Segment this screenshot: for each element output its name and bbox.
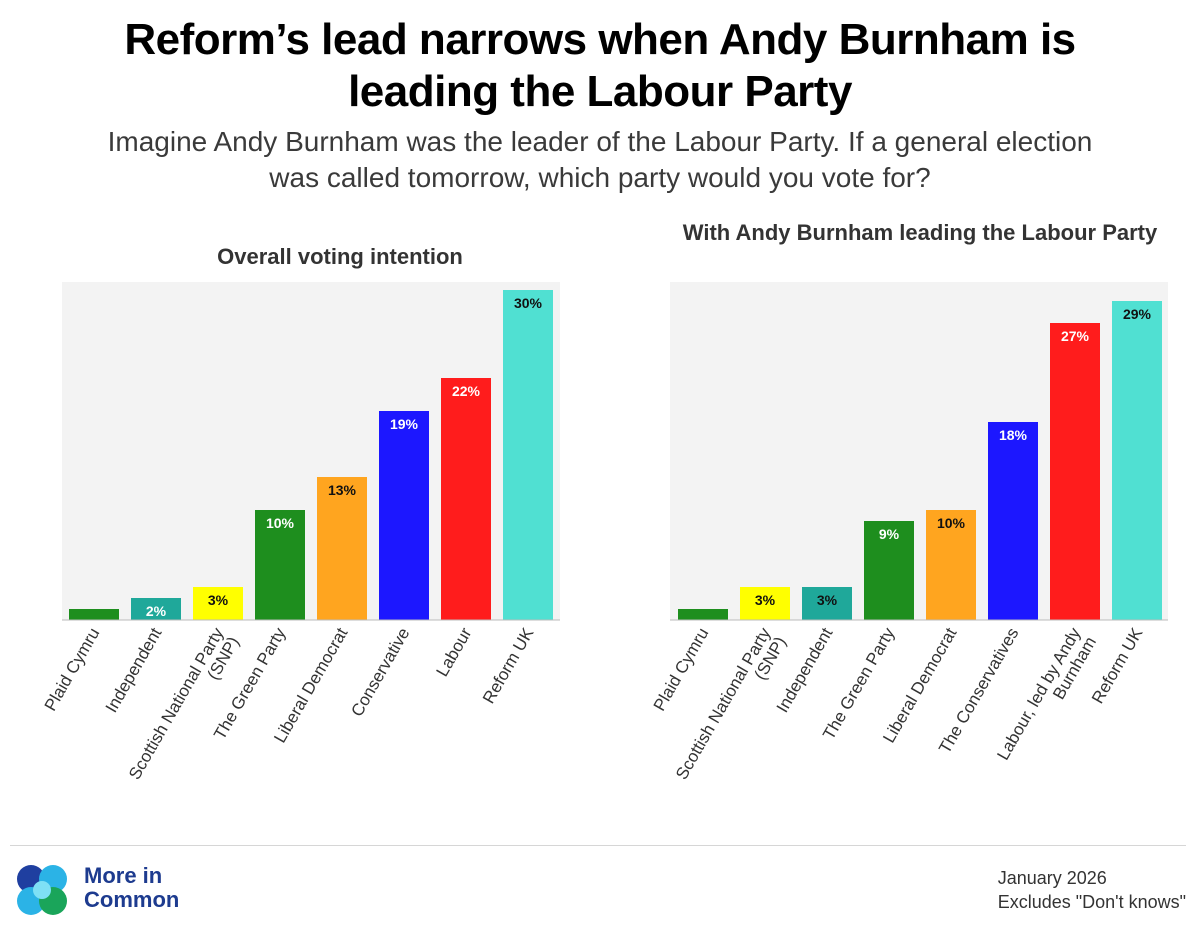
footer-notes: January 2026 Excludes "Don't knows"	[998, 866, 1186, 914]
data-label: 3%	[817, 592, 838, 608]
data-label: 30%	[514, 295, 543, 311]
bar	[802, 587, 852, 620]
x-tick-label: Independent	[102, 624, 166, 716]
bar	[740, 587, 790, 620]
brand-line-1: More in	[84, 863, 163, 888]
title-line-1: Reform’s lead narrows when Andy Burnham …	[124, 15, 1076, 64]
excludes-note: Excludes "Don't knows"	[997, 892, 1186, 912]
bar	[69, 609, 119, 620]
bar	[255, 510, 305, 620]
subtitle-line-2: was called tomorrow, which party would y…	[269, 162, 931, 193]
page-subtitle: Imagine Andy Burnham was the leader of t…	[20, 124, 1180, 196]
bar	[131, 598, 181, 620]
x-tick-label: Reform UK	[1088, 624, 1147, 707]
data-label: 18%	[999, 427, 1028, 443]
data-label: 22%	[452, 383, 481, 399]
x-tick-label: Conservative	[347, 625, 413, 720]
x-tick-label: Plaid Cymru	[41, 625, 104, 715]
bar	[503, 290, 553, 620]
data-label: 10%	[937, 515, 966, 531]
data-label: 3%	[755, 592, 776, 608]
chart-title-burnham: With Andy Burnham leading the Labour Par…	[682, 220, 1158, 245]
bar	[379, 411, 429, 620]
data-label: 2%	[146, 603, 167, 619]
x-tick-label: Reform UK	[479, 624, 538, 707]
bar	[441, 378, 491, 620]
data-label: 19%	[390, 416, 419, 432]
data-label: 29%	[1123, 306, 1152, 322]
bar	[193, 587, 243, 620]
data-label: 27%	[1061, 328, 1090, 344]
bar	[317, 477, 367, 620]
x-tick-label: Plaid Cymru	[650, 625, 713, 715]
x-tick-label: Independent	[773, 624, 837, 716]
data-label: 13%	[328, 482, 357, 498]
footer-divider	[10, 845, 1186, 846]
bar	[1050, 323, 1100, 620]
brand-line-2: Common	[84, 887, 180, 912]
bar	[988, 422, 1038, 620]
data-label: 9%	[879, 526, 900, 542]
bar	[926, 510, 976, 620]
chart-title-overall: Overall voting intention	[217, 244, 463, 269]
more-in-common-logo-icon	[17, 865, 67, 915]
date-note: January 2026	[997, 868, 1107, 888]
bar	[678, 609, 728, 620]
data-label: 10%	[266, 515, 295, 531]
brand-name: More in Common	[84, 864, 179, 912]
page-title: Reform’s lead narrows when Andy Burnham …	[0, 14, 1200, 118]
bar	[864, 521, 914, 620]
subtitle-line-1: Imagine Andy Burnham was the leader of t…	[107, 126, 1093, 157]
data-label: 3%	[208, 592, 229, 608]
x-tick-label: Labour	[433, 624, 476, 680]
title-line-2: leading the Labour Party	[348, 67, 852, 116]
bar	[1112, 301, 1162, 620]
